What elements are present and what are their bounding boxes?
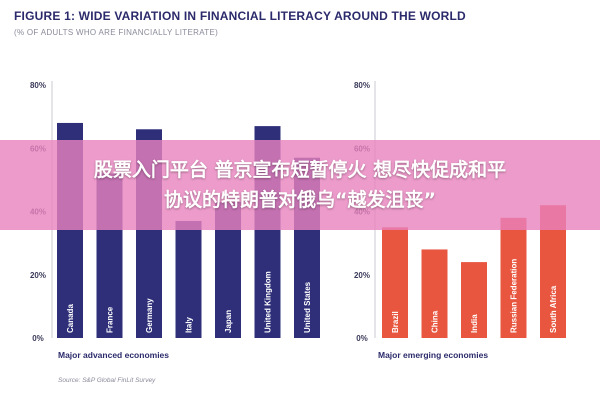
category-label: South Africa: [549, 285, 558, 333]
bar-russian-federation: [500, 217, 527, 338]
category-label: India: [470, 314, 479, 333]
y-tick-label: 0%: [356, 334, 368, 343]
category-label: China: [431, 310, 440, 333]
emerging-economies-label: Major emerging economies: [378, 350, 489, 360]
category-label: Canada: [66, 304, 75, 333]
headline-banner: 股票入门平台 普京宣布短暂停火 想尽快促成和平 协议的特朗普对俄乌“越发沮丧”: [0, 140, 600, 230]
y-tick-label: 20%: [354, 271, 370, 280]
category-label: United States: [303, 281, 312, 333]
bar-brazil: [382, 227, 408, 338]
category-label: Japan: [224, 310, 233, 333]
source-note: Source: S&P Global FinLit Survey: [58, 377, 156, 384]
category-label: France: [106, 306, 115, 333]
category-label: United Kingdom: [264, 271, 273, 333]
headline-line-2: 协议的特朗普对俄乌“越发沮丧”: [164, 189, 436, 211]
y-tick-label: 0%: [32, 334, 44, 343]
y-tick-label: 80%: [354, 81, 370, 90]
bar-italy: [175, 220, 202, 338]
figure-title: FIGURE 1: WIDE VARIATION IN FINANCIAL LI…: [14, 9, 466, 23]
headline-line-1: 股票入门平台 普京宣布短暂停火 想尽快促成和平: [93, 159, 507, 181]
bar-india: [461, 262, 487, 338]
category-label: Germany: [145, 298, 154, 333]
figure-subtitle: (% OF ADULTS WHO ARE FINANCIALLY LITERAT…: [14, 28, 219, 37]
category-label: Brazil: [391, 311, 400, 333]
advanced-economies-label: Major advanced economies: [58, 350, 170, 360]
y-tick-label: 80%: [30, 81, 46, 90]
category-label: Italy: [185, 316, 194, 333]
y-tick-label: 20%: [30, 271, 46, 280]
category-label: Russian Federation: [510, 259, 519, 333]
bar-china: [421, 249, 448, 338]
